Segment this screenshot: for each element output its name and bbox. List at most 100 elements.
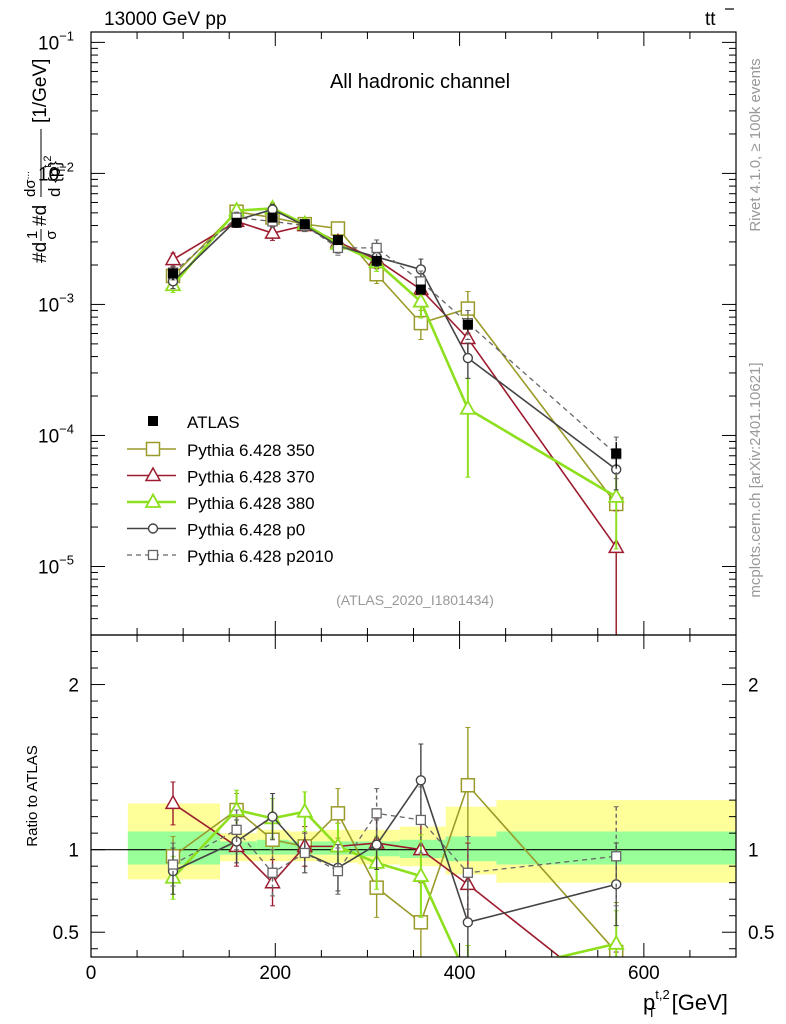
main-point-p350-7 bbox=[460, 301, 476, 316]
header-process-base: tt bbox=[705, 9, 716, 30]
atlas-point-8 bbox=[611, 448, 622, 459]
ratio-point-p2010-1 bbox=[231, 824, 242, 836]
ratio-point-p380-6 bbox=[412, 866, 430, 882]
ratio-point-p350-7 bbox=[460, 778, 476, 793]
ylabel-frac2-den-a: d {p bbox=[45, 168, 64, 197]
legend-label-p0: Pythia 6.428 p0 bbox=[187, 521, 305, 540]
header-energy-label: 13000 GeV pp bbox=[104, 9, 227, 30]
ratio-point-p2010-6 bbox=[415, 814, 427, 826]
ratio-series-p2010 bbox=[167, 786, 622, 910]
legend-marker-p0 bbox=[147, 523, 159, 534]
main-point-p350-6 bbox=[413, 315, 429, 331]
atlas-point-3 bbox=[299, 219, 310, 230]
header-process-label: tt bbox=[705, 9, 716, 30]
y-tick-label-2: 10−3 bbox=[38, 290, 74, 316]
atlas-point-4 bbox=[332, 235, 343, 246]
ylabel-frac2-den-b: } bbox=[45, 161, 64, 167]
ratio-point-p370-0 bbox=[164, 794, 182, 810]
atlas-point-0 bbox=[168, 268, 179, 279]
ylabel-frac2-den-sub: T bbox=[56, 166, 68, 173]
y-tick-label-4: 10−1 bbox=[38, 28, 74, 54]
y-tick-label-base-2: 10 bbox=[38, 295, 59, 316]
main-point-p380-8 bbox=[607, 487, 625, 503]
ratio-point-p2010-4 bbox=[332, 865, 344, 877]
xlabel-base: p bbox=[643, 990, 655, 1015]
legend-marker-p380 bbox=[144, 492, 162, 508]
ratio-tick-label-right-1: 1 bbox=[748, 841, 759, 862]
legend-label-atlas: ATLAS bbox=[187, 413, 240, 432]
ratio-line-p2010 bbox=[172, 812, 617, 874]
analysis-tag: (ATLAS_2020_I1801434) bbox=[336, 592, 494, 608]
ylabel-frac2-den: d {pt,2T} bbox=[42, 155, 68, 197]
chart-title: All hadronic channel bbox=[330, 71, 510, 93]
atlas-point-7 bbox=[462, 319, 473, 330]
rivet-version-label: Rivet 4.1.0, ≥ 100k events bbox=[747, 58, 764, 231]
main-y-axis-label: #d 1 σ #d dσ... d {pt,2T} [1/GeV] bbox=[21, 59, 68, 263]
legend-marker-p2010 bbox=[147, 549, 159, 561]
ratio-point-p2010-0 bbox=[167, 859, 179, 870]
xlabel-unit: [GeV] bbox=[672, 990, 728, 1015]
y-tick-label-base-3: 10 bbox=[38, 164, 59, 185]
mcplots-credit-label: mcplots.cern.ch [arXiv:2401.10621] bbox=[747, 362, 764, 597]
ratio-point-p2010-2 bbox=[267, 867, 278, 878]
y-tick-label-exp-3: −2 bbox=[59, 159, 74, 174]
y-tick-label-base-1: 10 bbox=[38, 426, 59, 447]
legend: ATLAS Pythia 6.428 350 Pythia 6.428 370 Pyt… bbox=[127, 413, 334, 566]
ratio-tick-label-right-2: 2 bbox=[748, 676, 759, 697]
legend-label-p2010: Pythia 6.428 p2010 bbox=[187, 547, 334, 566]
main-point-p0-7 bbox=[462, 352, 474, 364]
ratio-point-p0-6 bbox=[415, 775, 427, 786]
band-inner-7 bbox=[445, 836, 497, 862]
ylabel-frac1-den: σ bbox=[43, 230, 60, 240]
ratio-point-p2010-3 bbox=[299, 847, 310, 859]
legend-label-p380: Pythia 6.428 380 bbox=[187, 494, 315, 513]
x-axis-label: pt,2 T [GeV] bbox=[643, 987, 728, 1020]
ylabel-frac2-num: dσ... bbox=[21, 171, 39, 197]
y-tick-label-base-0: 10 bbox=[38, 557, 59, 578]
ylabel-frac2-num-base: dσ bbox=[22, 179, 39, 197]
xlabel-sub: T bbox=[648, 1005, 656, 1020]
legend-marker-p370 bbox=[144, 466, 162, 482]
ratio-point-p0-7 bbox=[462, 917, 474, 928]
ylabel-frac1-num: 1 bbox=[24, 231, 41, 239]
ratio-point-p350-4 bbox=[330, 806, 346, 821]
ratio-y-axis-label: Ratio to ATLAS bbox=[24, 745, 41, 846]
ylabel-mid: #d bbox=[30, 205, 51, 226]
main-point-p380-7 bbox=[459, 399, 477, 415]
ratio-point-p370-8 bbox=[609, 994, 623, 1007]
main-series-p2010 bbox=[167, 211, 622, 480]
atlas-point-6 bbox=[415, 284, 426, 295]
main-series-atlas bbox=[168, 212, 622, 468]
ratio-point-p380-8 bbox=[607, 934, 625, 950]
x-tick-label-600: 600 bbox=[628, 963, 660, 984]
ratio-point-p0-5 bbox=[371, 839, 382, 850]
ratio-point-p2010-5 bbox=[371, 808, 382, 819]
ratio-tick-label-left-1: 1 bbox=[68, 841, 79, 862]
atlas-point-2 bbox=[267, 212, 278, 223]
atlas-point-1 bbox=[231, 217, 242, 228]
legend-label-p350: Pythia 6.428 350 bbox=[187, 441, 315, 460]
main-frame bbox=[90, 31, 737, 636]
main-point-p370-0 bbox=[164, 250, 182, 266]
atlas-point-5 bbox=[371, 255, 382, 266]
y-tick-label-3: 10−2 bbox=[38, 159, 74, 185]
legend-marker-p350 bbox=[145, 441, 161, 457]
ratio-frame bbox=[90, 634, 737, 958]
ratio-tick-label-left-0.5: 0.5 bbox=[53, 923, 79, 944]
ylabel-unit: [1/GeV] bbox=[30, 59, 51, 123]
ylabel-pre: #d bbox=[30, 242, 51, 263]
y-tick-label-exp-0: −5 bbox=[59, 552, 74, 567]
main-point-p380-6 bbox=[412, 292, 430, 308]
ratio-point-p0-2 bbox=[267, 811, 278, 822]
legend-marker-atlas bbox=[148, 416, 158, 426]
ylabel-frac2-num-sup: ... bbox=[21, 171, 32, 179]
x-tick-label-200: 200 bbox=[259, 963, 291, 984]
ylabel-frac2-den-sup: t,2 bbox=[42, 155, 54, 167]
y-tick-label-0: 10−5 bbox=[38, 552, 74, 578]
main-plot-series bbox=[164, 199, 625, 635]
ratio-plot-series bbox=[164, 726, 625, 1007]
ratio-point-p380-1 bbox=[228, 800, 246, 816]
xlabel-sup: t,2 bbox=[655, 987, 669, 1002]
